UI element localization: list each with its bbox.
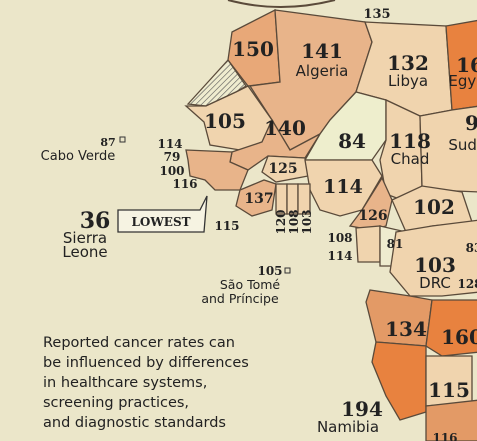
namibia bbox=[371, 341, 427, 421]
region-value: 125 bbox=[268, 161, 297, 177]
callout-box bbox=[117, 195, 208, 233]
region-name: Sudan bbox=[448, 136, 477, 154]
region-value: 87 bbox=[100, 136, 115, 149]
region-value: 194 bbox=[341, 397, 383, 421]
region-value: 140 bbox=[264, 116, 306, 140]
region-value: 103 bbox=[414, 253, 456, 277]
region-name: São Tomé bbox=[220, 277, 281, 292]
region-value: 83 bbox=[466, 241, 477, 255]
region-value: 81 bbox=[387, 237, 404, 251]
region-name: Sierra bbox=[63, 229, 107, 247]
callout: LOWEST bbox=[131, 215, 190, 229]
region-value: 137 bbox=[244, 191, 273, 207]
region-value: 103 bbox=[300, 209, 314, 234]
region-value: 114 bbox=[157, 137, 182, 151]
region-value: 128 bbox=[457, 277, 477, 291]
region-name: Leone bbox=[62, 243, 107, 261]
region-value: 118 bbox=[389, 129, 431, 153]
region-value: 105 bbox=[204, 109, 246, 133]
zambia bbox=[425, 299, 477, 357]
region-value: 102 bbox=[413, 195, 455, 219]
cameroon bbox=[348, 176, 393, 231]
region-name: and Príncipe bbox=[201, 291, 279, 306]
region-name: DRC bbox=[419, 274, 451, 292]
region-value: 100 bbox=[159, 164, 184, 178]
note: Reported cancer rates can be influenced b… bbox=[43, 335, 249, 431]
region-name: Libya bbox=[388, 72, 428, 90]
region-value: 115 bbox=[214, 219, 239, 233]
region-value: 116 bbox=[172, 177, 197, 191]
region-value: 84 bbox=[338, 129, 366, 153]
region-value: 141 bbox=[301, 39, 343, 63]
region-name: Egypt bbox=[448, 72, 477, 90]
note-line: be influenced by differences bbox=[43, 355, 249, 371]
region-value: 16 bbox=[456, 53, 477, 77]
note-line: and diagnostic standards bbox=[43, 415, 226, 431]
region-value: 36 bbox=[80, 208, 111, 234]
region-name: Namibia bbox=[317, 418, 379, 436]
burkina bbox=[261, 155, 309, 183]
egypt bbox=[445, 19, 477, 111]
region-value: 108 bbox=[287, 209, 301, 234]
region-value: 120 bbox=[274, 209, 288, 234]
region-name: Cabo Verde bbox=[41, 149, 116, 164]
note-line: screening practices, bbox=[43, 395, 189, 411]
region-value: 135 bbox=[363, 7, 390, 22]
benin bbox=[297, 183, 311, 215]
region-value: 160 bbox=[441, 325, 477, 349]
coast bbox=[227, 0, 336, 8]
guinea bbox=[235, 179, 277, 217]
region-value: 126 bbox=[358, 208, 387, 224]
gabon bbox=[355, 225, 381, 263]
region-value: 116 bbox=[432, 431, 457, 441]
region-value: 9 bbox=[465, 111, 477, 135]
countries bbox=[184, 8, 477, 441]
island-marker bbox=[119, 136, 126, 143]
region-value: 114 bbox=[323, 176, 363, 198]
region-name: Algeria bbox=[296, 62, 349, 80]
south-africa bbox=[425, 399, 477, 441]
region-value: 150 bbox=[232, 37, 274, 61]
region-value: 114 bbox=[327, 249, 352, 263]
region-value: 132 bbox=[387, 51, 429, 75]
senegal-region bbox=[185, 149, 249, 191]
island-marker bbox=[284, 267, 291, 274]
drc bbox=[389, 219, 477, 297]
region-value: 134 bbox=[385, 317, 427, 341]
note-line: Reported cancer rates can bbox=[43, 335, 235, 351]
note-line: in healthcare systems, bbox=[43, 375, 207, 391]
region-value: 79 bbox=[164, 150, 181, 164]
region-value: 108 bbox=[327, 231, 352, 245]
nigeria bbox=[304, 159, 383, 217]
region-value: 105 bbox=[257, 264, 282, 278]
region-value: 115 bbox=[428, 378, 470, 402]
region-name: Chad bbox=[391, 150, 430, 168]
